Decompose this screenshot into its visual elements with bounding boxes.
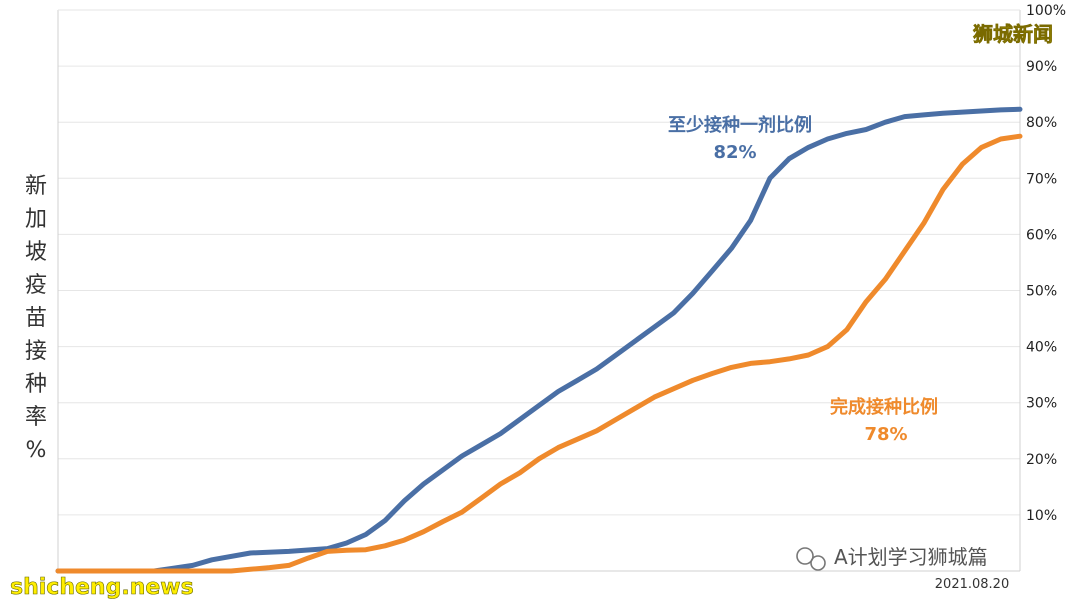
y-axis-label-char: 种 — [25, 372, 47, 397]
y-tick-label: 20% — [1026, 452, 1057, 468]
y-tick-label: 10% — [1026, 508, 1057, 524]
series-line-first-dose — [55, 106, 1023, 574]
y-axis-label-char: 苗 — [25, 306, 47, 331]
y-tick-label: 40% — [1026, 340, 1057, 356]
series-line-fully-vaccinated — [55, 133, 1023, 574]
x-tick-labels: 2021.08.20 — [935, 577, 1009, 592]
series-label-fully-vaccinated: 完成接种比例 — [830, 396, 938, 418]
series-value-first-dose: 82% — [713, 142, 756, 163]
watermark-top-right: 狮城新闻 — [973, 22, 1053, 46]
watermark-wechat: A计划学习狮城篇 — [834, 545, 988, 569]
y-tick-label: 80% — [1026, 115, 1057, 131]
y-tick-label: 70% — [1026, 171, 1057, 187]
y-tick-label: 30% — [1026, 396, 1057, 412]
y-axis-label-char: 坡 — [25, 240, 47, 265]
y-axis-label-char: 疫 — [25, 273, 47, 298]
y-axis-label-char: 新 — [25, 174, 47, 199]
series-label-first-dose: 至少接种一剂比例 — [668, 114, 812, 136]
wechat-icon — [796, 547, 826, 571]
watermark-site: shicheng.news — [10, 575, 194, 600]
y-tick-label: 50% — [1026, 284, 1057, 300]
y-tick-labels: 10% 20% 30% 40% 50% 60% 70% 80% 90% 100% — [1026, 3, 1066, 524]
y-axis-label-char: % — [26, 438, 47, 463]
series-value-fully-vaccinated: 78% — [864, 424, 907, 445]
x-tick-label: 2021.08.20 — [935, 577, 1009, 592]
y-tick-label: 60% — [1026, 227, 1057, 243]
y-axis-label-char: 加 — [25, 207, 47, 232]
y-axis-label-char: 接 — [25, 339, 47, 364]
y-axis-label-char: 率 — [25, 405, 47, 430]
y-tick-label: 90% — [1026, 59, 1057, 75]
series-lines — [55, 106, 1023, 574]
y-tick-label: 100% — [1026, 3, 1066, 19]
